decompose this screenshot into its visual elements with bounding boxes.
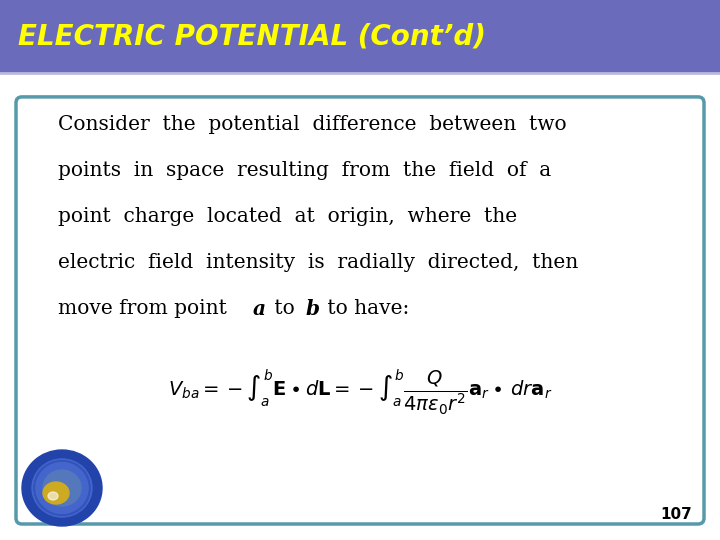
Ellipse shape xyxy=(43,482,69,504)
Ellipse shape xyxy=(22,450,102,526)
Text: points  in  space  resulting  from  the  field  of  a: points in space resulting from the field… xyxy=(58,161,552,180)
Text: to have:: to have: xyxy=(321,299,410,319)
Ellipse shape xyxy=(43,470,81,506)
Text: a: a xyxy=(253,299,266,319)
Text: $V_{ba} = -\int_a^b \mathbf{E} \bullet d\mathbf{L} = -\int_a^b \dfrac{Q}{4\pi\va: $V_{ba} = -\int_a^b \mathbf{E} \bullet d… xyxy=(168,367,552,417)
Text: point  charge  located  at  origin,  where  the: point charge located at origin, where th… xyxy=(58,207,517,226)
Text: to: to xyxy=(268,299,301,319)
FancyBboxPatch shape xyxy=(16,97,704,524)
Ellipse shape xyxy=(48,492,58,500)
Text: 107: 107 xyxy=(660,507,692,522)
Text: move from point: move from point xyxy=(58,299,233,319)
Ellipse shape xyxy=(32,459,92,517)
Text: Consider  the  potential  difference  between  two: Consider the potential difference betwee… xyxy=(58,116,567,134)
Text: b: b xyxy=(306,299,320,319)
Text: ELECTRIC POTENTIAL (Cont’d): ELECTRIC POTENTIAL (Cont’d) xyxy=(18,23,486,50)
Text: electric  field  intensity  is  radially  directed,  then: electric field intensity is radially dir… xyxy=(58,253,578,272)
Bar xyxy=(0,0,720,73)
